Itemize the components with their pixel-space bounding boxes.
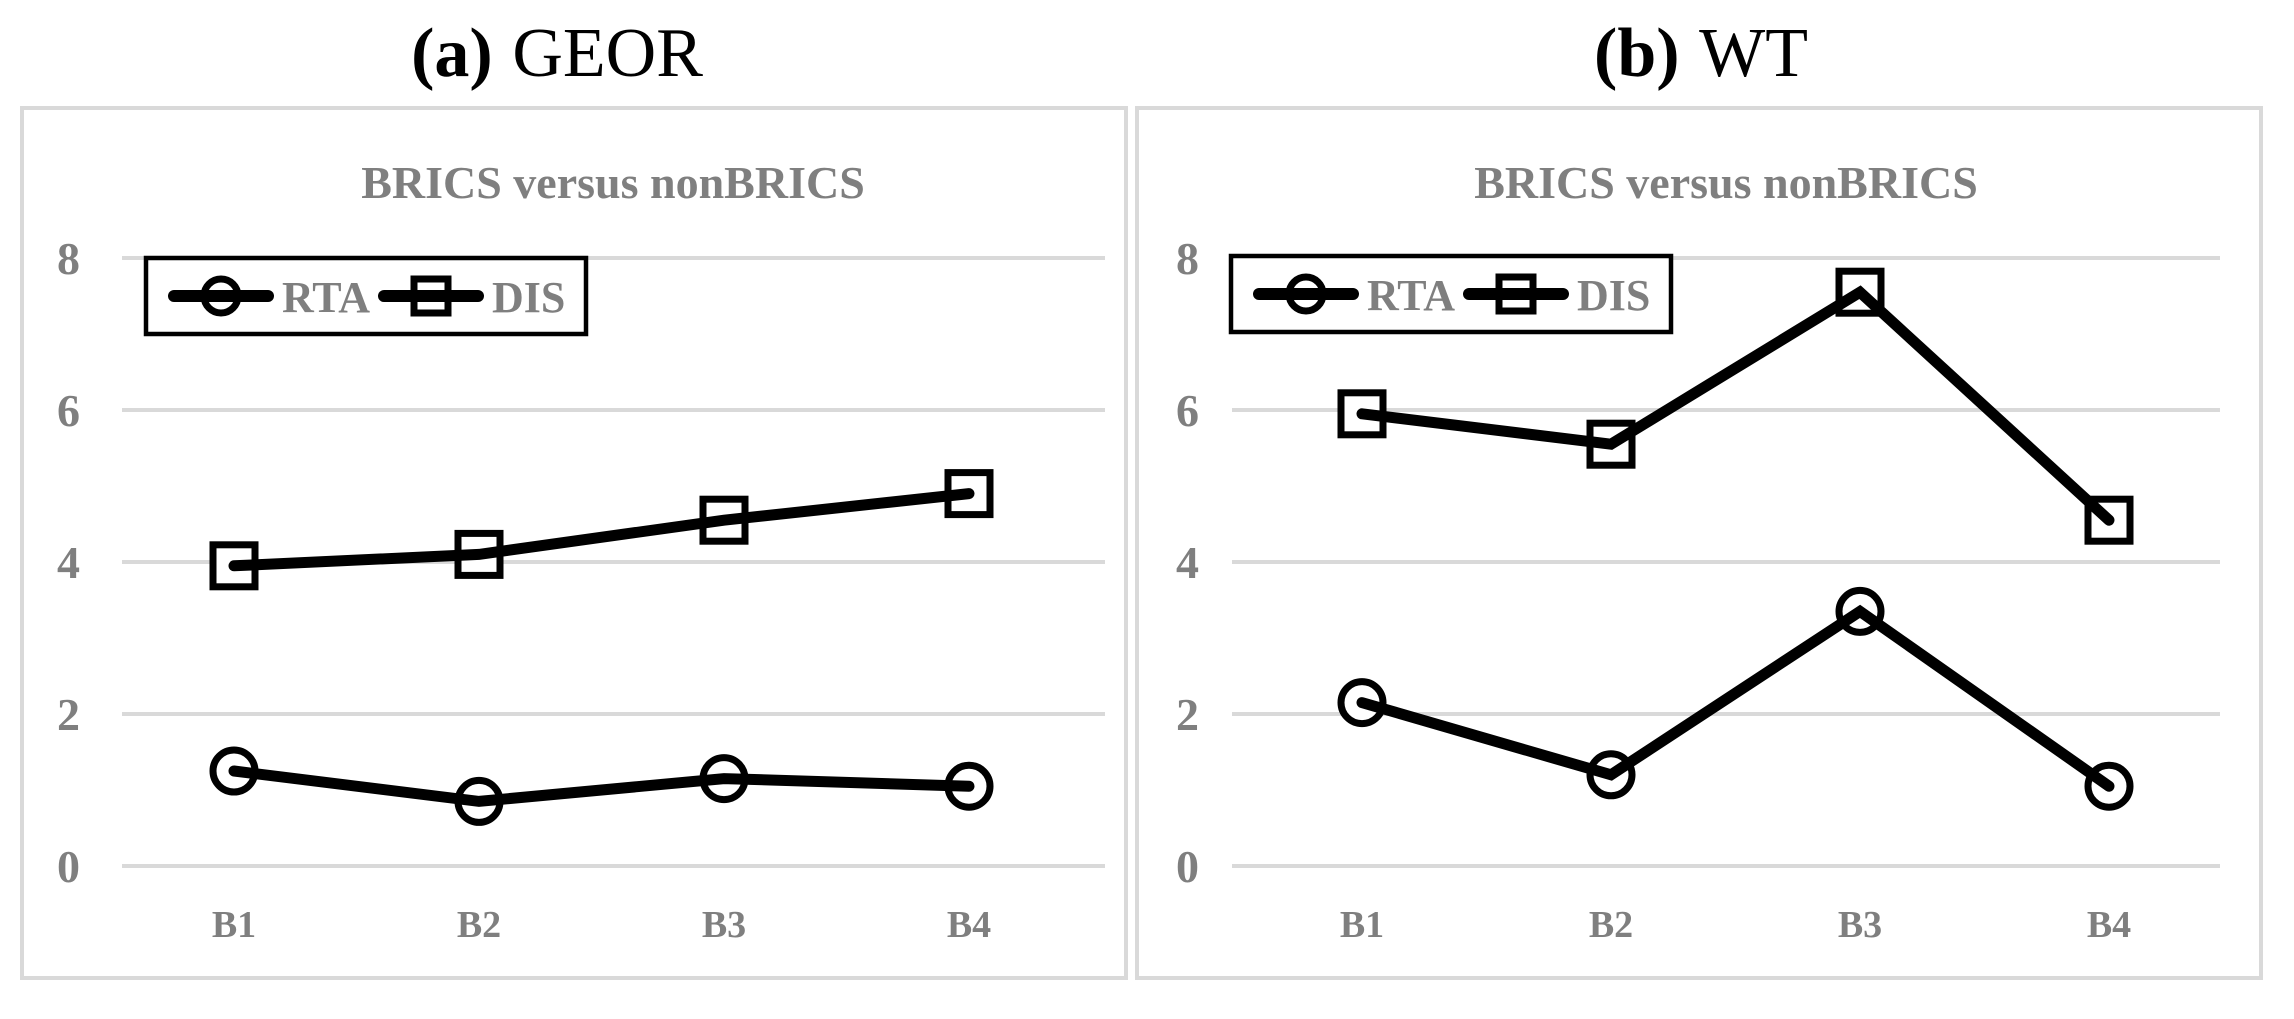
chart-panel-wt: BRICS versus nonBRICS 8 6 4 2 0 B1 B2 B3 B4 RTA DIS xyxy=(1135,106,2263,980)
y-tick-label-6: 6 xyxy=(57,385,80,436)
x-category-label-B1: B1 xyxy=(212,904,256,946)
y-tick-label-0: 0 xyxy=(1176,841,1199,892)
x-category-label-B3: B3 xyxy=(1838,904,1882,946)
chart-geor: BRICS versus nonBRICS 8 6 4 2 0 B1 B2 B3 B4 RTA DIS xyxy=(20,106,1128,980)
legend-item-DIS-label: DIS xyxy=(1577,271,1650,320)
panel-a-name: GEOR xyxy=(512,15,703,92)
chart-title: BRICS versus nonBRICS xyxy=(1474,157,1978,208)
chart-wt: BRICS versus nonBRICS 8 6 4 2 0 B1 B2 B3 B4 RTA DIS xyxy=(1135,106,2263,980)
panel-border xyxy=(1135,106,2263,980)
chart-panel-geor: BRICS versus nonBRICS 8 6 4 2 0 B1 B2 B3 B4 RTA DIS xyxy=(20,106,1128,980)
series-DIS-line xyxy=(228,488,975,572)
legend-item-RTA-label: RTA xyxy=(1367,271,1455,320)
panel-a-label: (a) xyxy=(411,15,493,92)
panel-b-name: WT xyxy=(1699,15,1808,92)
x-category-label-B2: B2 xyxy=(1589,904,1633,946)
y-tick-label-6: 6 xyxy=(1176,385,1199,436)
series-RTA-line xyxy=(1356,604,2115,792)
x-category-label-B3: B3 xyxy=(702,904,746,946)
y-tick-label-2: 2 xyxy=(1176,689,1199,740)
x-category-label-B4: B4 xyxy=(2087,904,2131,946)
y-tick-label-8: 8 xyxy=(1176,233,1199,284)
series-DIS-line xyxy=(1356,285,2115,526)
panel-b-title: (b) WT xyxy=(1594,0,1808,104)
x-category-label-B2: B2 xyxy=(457,904,501,946)
legend-item-RTA-label: RTA xyxy=(282,273,370,322)
x-category-label-B1: B1 xyxy=(1340,904,1384,946)
y-tick-label-2: 2 xyxy=(57,689,80,740)
y-tick-label-8: 8 xyxy=(57,233,80,284)
series-RTA-line xyxy=(228,765,975,807)
legend-item-DIS-label: DIS xyxy=(492,273,565,322)
y-tick-label-0: 0 xyxy=(57,841,80,892)
y-tick-label-4: 4 xyxy=(57,537,80,588)
panel-a-title: (a) GEOR xyxy=(411,0,703,104)
x-category-label-B4: B4 xyxy=(947,904,991,946)
chart-title: BRICS versus nonBRICS xyxy=(361,157,865,208)
panel-b-label: (b) xyxy=(1594,15,1680,92)
y-tick-label-4: 4 xyxy=(1176,537,1199,588)
